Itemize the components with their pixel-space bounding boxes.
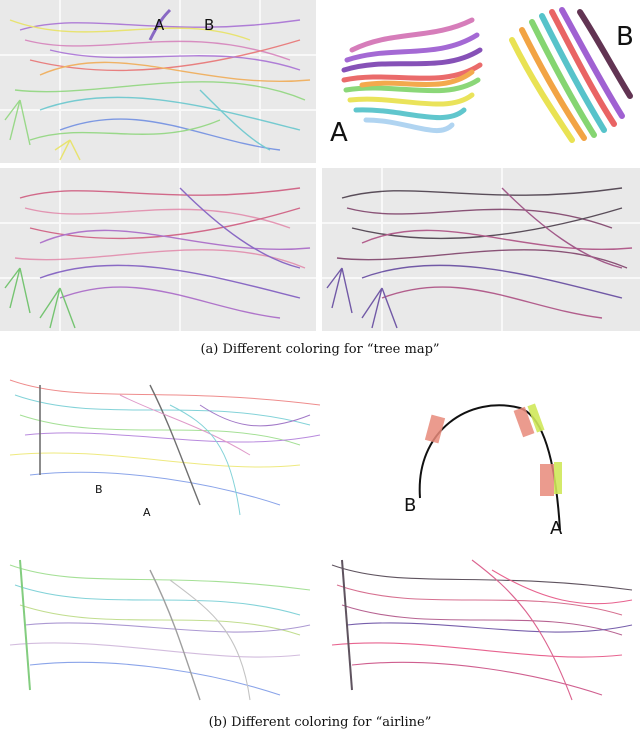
treemap-panel-pink-scheme [0, 168, 316, 331]
treemap-edges-rainbow [0, 0, 316, 163]
bundle-label-b: B [616, 22, 634, 52]
airline-marker-b: B [95, 483, 103, 496]
airline-edges-pastel [9, 559, 311, 701]
bundle-closeup-art [341, 7, 633, 143]
airline-edges-dark [331, 559, 633, 701]
bundle-label-a: A [330, 118, 348, 148]
arc-label-a: A [550, 518, 563, 539]
arc-label-b: B [404, 495, 417, 516]
marker-a-label: A [154, 16, 165, 34]
airline-edges-rainbow [9, 379, 321, 516]
treemap-edges-pink [0, 168, 316, 331]
caption-a: (a) Different coloring for “tree map” [200, 342, 440, 357]
airline-panel-original: B A [0, 365, 330, 520]
airline-panel-dark-scheme [322, 540, 640, 705]
treemap-edges-dark [322, 168, 640, 331]
airline-marker-a: A [143, 506, 151, 519]
treemap-panel-original: A B [0, 0, 316, 163]
arc-diagram-panel: B A [390, 390, 580, 545]
bundle-closeup-panel: A B [322, 0, 640, 163]
caption-b: (b) Different coloring for “airline” [208, 715, 432, 730]
airline-panel-pastel-scheme [0, 540, 318, 705]
treemap-panel-dark-scheme [322, 168, 640, 331]
marker-b-label: B [204, 16, 215, 34]
arc-diagram-art [418, 403, 562, 531]
